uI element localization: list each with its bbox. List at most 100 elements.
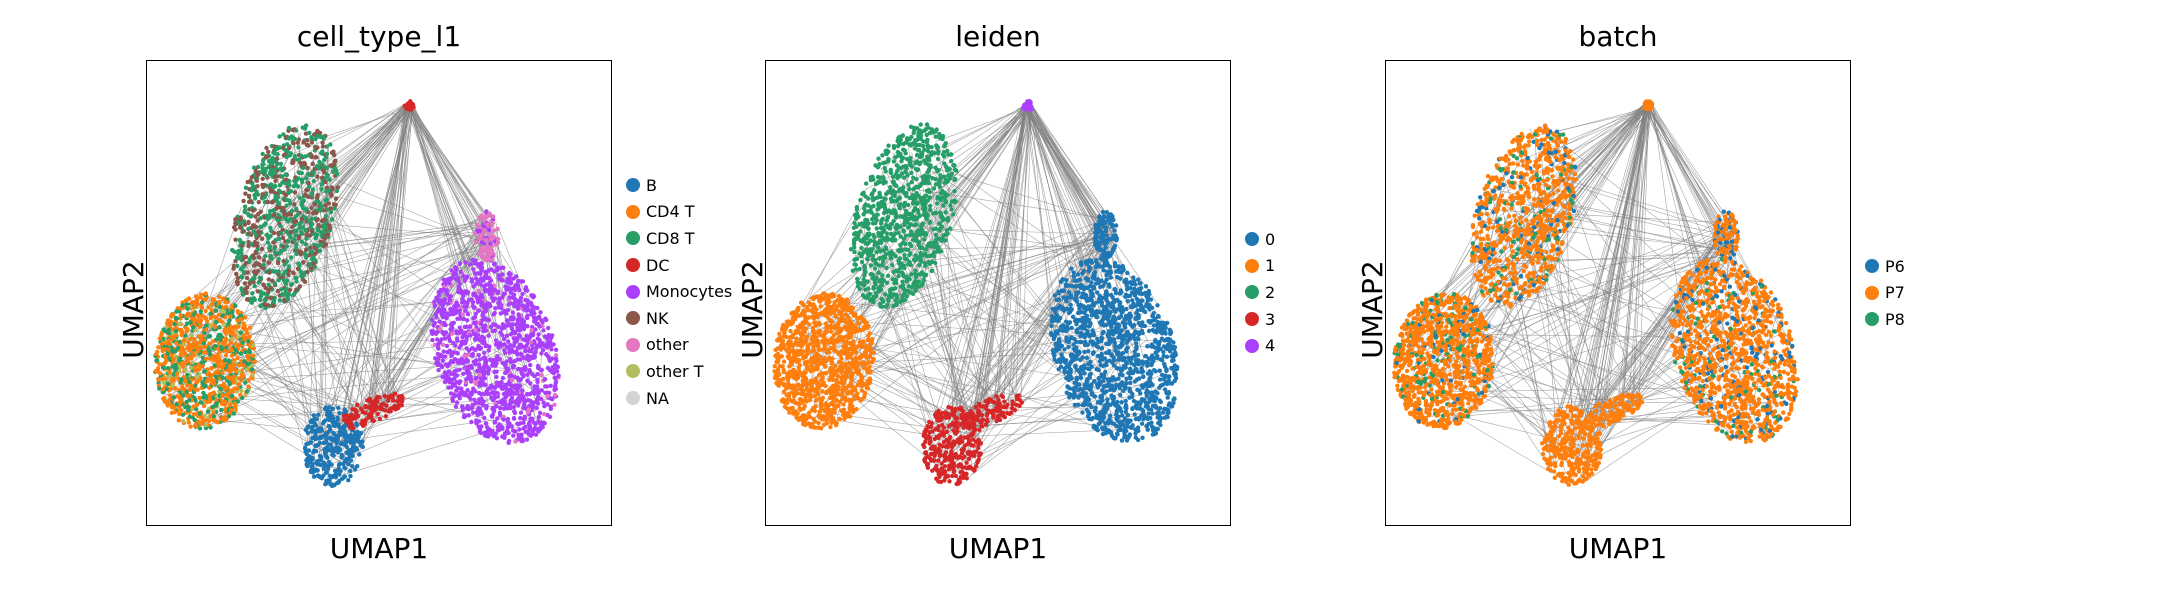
cell-point [913,160,918,166]
cell-point [276,269,281,274]
cell-point [212,324,217,330]
cell-point [246,226,251,232]
cell-point [268,167,274,173]
cell-point [185,372,190,377]
cell-point [309,140,315,145]
cell-point [303,123,309,128]
cell-point [271,212,277,218]
cell-point [307,233,312,238]
cell-point [167,401,172,406]
graph-edge [264,304,308,461]
cell-point [292,179,297,184]
cell-point [243,380,248,385]
cell-point [241,269,247,275]
cell-point [256,229,262,234]
cell-point [233,237,238,242]
cell-point [272,250,278,255]
cell-point [318,239,323,244]
cell-point [259,246,265,252]
cell-point [254,178,259,183]
cell-point [154,349,160,355]
cell-point [454,350,460,355]
cell-point [231,263,237,269]
cell-point [318,243,323,248]
cell-point [193,368,198,373]
cell-point [277,134,282,139]
cell-point [285,142,290,147]
cell-point [323,179,328,185]
cell-point [280,272,286,277]
cell-point [194,423,199,429]
cell-point [214,319,219,325]
cell-point [286,136,292,141]
cell-point [244,330,250,336]
cell-point [866,196,871,201]
cell-point [167,341,172,346]
cell-point [890,174,896,180]
cell-point [197,334,202,339]
graph-edge [214,326,471,371]
cell-point [258,224,263,230]
cell-point [238,392,243,398]
graph-edge [206,370,314,420]
cell-point [180,418,186,424]
cell-point [211,390,216,395]
cell-point [528,362,533,368]
cell-point [320,149,325,154]
cell-point [275,161,280,166]
cell-point [272,281,277,286]
cell-point [290,127,296,133]
cell-point [218,386,223,392]
cell-point [166,370,172,375]
cell-point [322,164,327,169]
cell-point [278,287,284,292]
cell-point [263,254,268,259]
cell-point [241,256,246,261]
cell-point [193,294,199,299]
cell-point [306,184,312,190]
cell-point [536,332,541,337]
graph-edge [193,106,411,319]
cell-point [226,321,231,327]
cell-point [240,243,245,248]
cell-point [498,311,503,316]
cell-point [180,360,185,366]
cell-point [195,348,201,354]
cell-point [235,386,241,391]
cell-point [158,371,163,376]
cell-point [245,361,250,367]
cell-point [321,229,327,235]
cell-point [287,182,292,188]
cell-point [266,149,271,154]
cell-point [188,336,193,341]
cell-point [284,197,289,203]
cell-point [299,177,305,182]
cell-point [164,324,169,330]
cell-point [511,343,517,348]
cell-point [271,230,277,236]
cell-point [313,145,319,150]
cell-point [925,148,931,154]
cell-point [322,236,328,241]
cell-point [205,418,210,423]
cell-point [220,370,225,375]
cell-point [294,275,299,281]
cell-point [193,387,198,392]
cell-points [772,99,1180,487]
cell-point [217,304,222,310]
cell-point [281,132,286,137]
cell-point [229,346,234,352]
cell-point [170,364,175,369]
cell-point [217,332,222,338]
cell-point [220,393,225,398]
cell-point [209,373,215,378]
cell-point [916,279,922,284]
cell-point [304,253,309,258]
cell-point [271,298,277,303]
cell-point [156,345,161,350]
cell-point [315,227,320,233]
cell-point [215,358,220,363]
cell-point [239,247,244,253]
cell-point [207,385,212,390]
cell-point [208,323,213,328]
